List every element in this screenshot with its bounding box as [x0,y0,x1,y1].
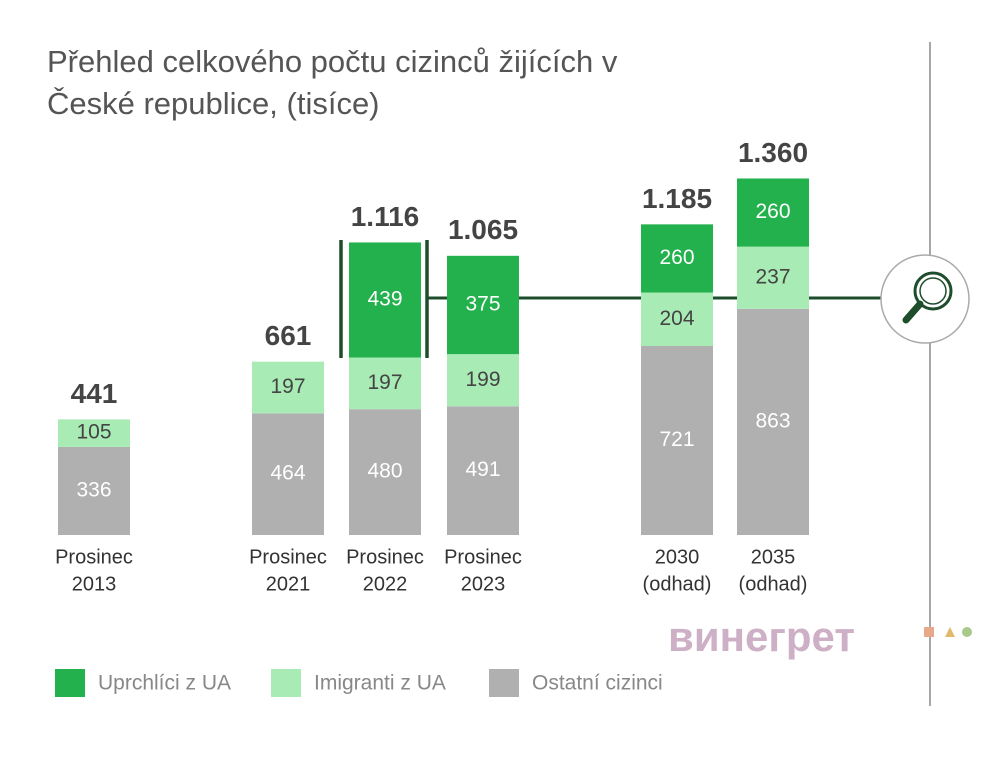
chart-title: Přehled celkového počtu cizinců žijících… [47,44,618,79]
segment-label: 260 [755,200,790,223]
bar-segment [641,292,713,346]
watermark-dots [924,627,972,637]
legend-swatch [271,669,301,697]
bar-segment [349,357,421,410]
segment-label: 197 [270,375,305,398]
segment-label: 464 [270,462,305,485]
x-tick-label: Prosinec [346,546,424,568]
bar-segment [58,446,130,535]
total-label: 661 [265,320,312,351]
bar-segment [447,255,519,355]
segment-label: 237 [755,265,790,288]
bar-segment [447,406,519,535]
legend-label: Uprchlíci z UA [98,672,231,695]
magnifier-icon [880,254,970,344]
chart-title: České republice, (tisíce) [47,86,380,121]
bar-segment [349,409,421,535]
legend-swatch [489,669,519,697]
segment-label: 863 [755,409,790,432]
bar-segment [252,413,324,535]
segment-label: 336 [76,479,111,502]
segment-label: 491 [465,458,500,481]
legend-swatch [55,669,85,697]
x-tick-label: Prosinec [444,546,522,568]
total-label: 441 [71,378,118,409]
total-label: 1.116 [351,201,420,232]
total-label: 1.360 [738,137,808,168]
total-label: 1.185 [642,183,712,214]
bar-segment [737,308,809,535]
segment-label: 105 [76,421,111,444]
x-tick-label: 2030 [655,546,700,568]
bar-segment [252,361,324,414]
segment-label: 375 [465,293,500,316]
watermark: винегрет [668,613,855,660]
legend-label: Imigranti z UA [314,672,446,695]
segment-label: 439 [367,288,402,311]
legend-label: Ostatní cizinci [532,672,663,695]
x-tick-label: Prosinec [55,546,133,568]
x-tick-label: 2035 [751,546,796,568]
bar-segment [737,246,809,309]
x-tick-label: (odhad) [643,573,712,595]
bar-segment [641,345,713,535]
segment-label: 204 [659,307,694,330]
segment-label: 480 [367,460,402,483]
bar-segment [349,242,421,358]
segment-label: 721 [659,428,694,451]
segment-label: 260 [659,246,694,269]
bar-segment [447,354,519,407]
x-tick-label: Prosinec [249,546,327,568]
x-tick-label: 2013 [72,573,117,595]
bar-segment [641,224,713,293]
segment-label: 199 [465,368,500,391]
bar-segment [737,178,809,247]
x-tick-label: 2023 [461,573,506,595]
x-tick-label: 2022 [363,573,408,595]
bar-segment [58,419,130,447]
total-label: 1.065 [448,214,518,245]
x-tick-label: (odhad) [739,573,808,595]
x-tick-label: 2021 [266,573,311,595]
segment-label: 197 [367,371,402,394]
